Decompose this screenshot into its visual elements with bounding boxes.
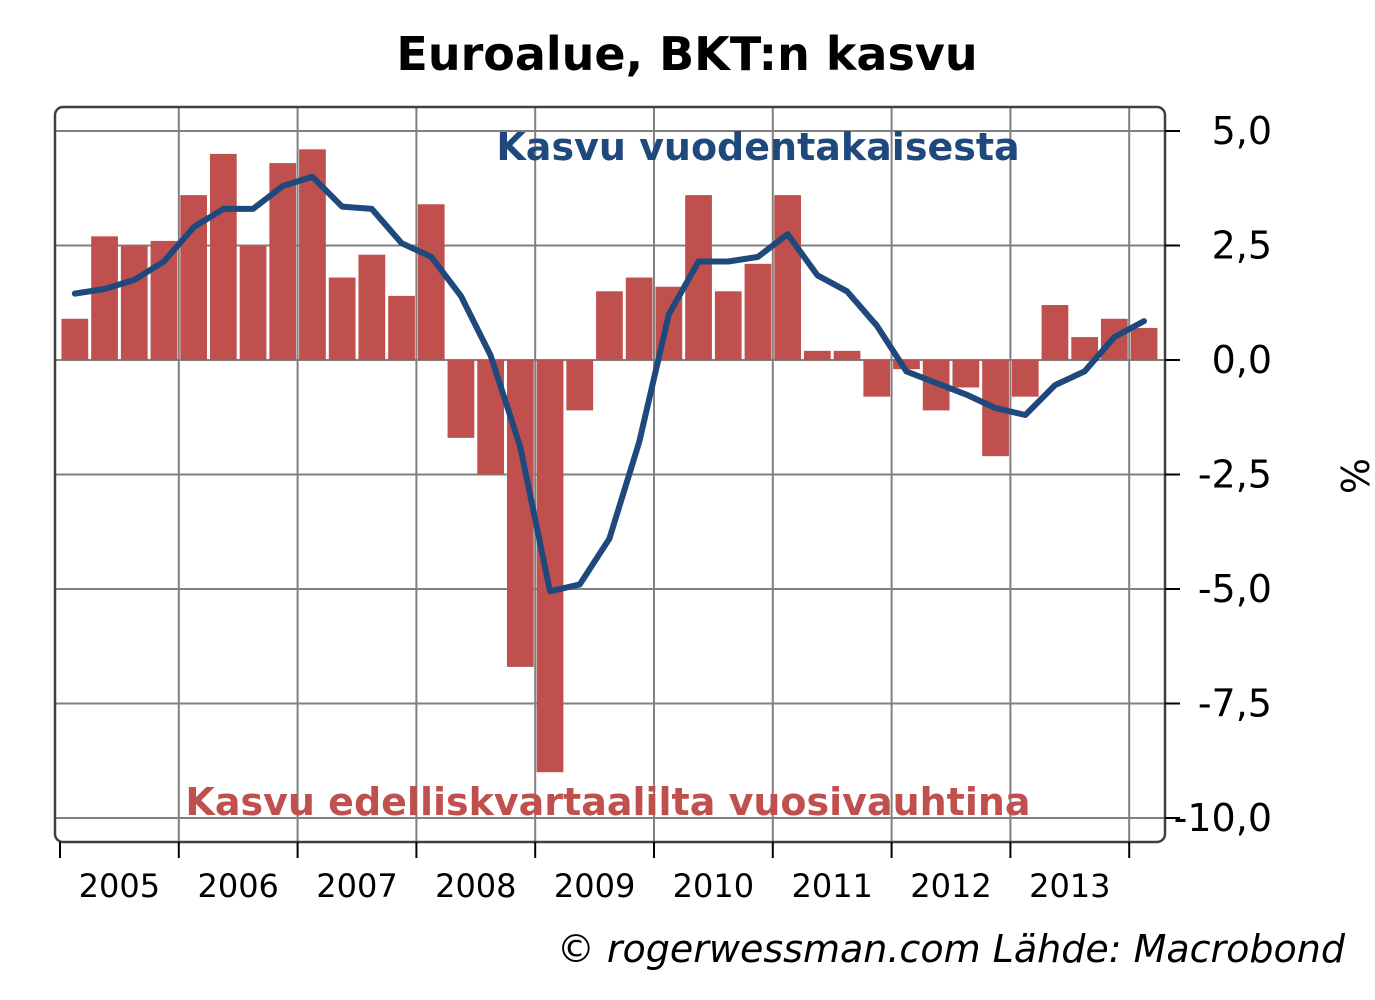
y-tick-label: 0,0 <box>1212 338 1272 382</box>
bar <box>506 360 534 667</box>
y-axis-label: % <box>1332 458 1375 494</box>
x-tick-label: 2011 <box>791 867 872 905</box>
bar <box>893 360 920 370</box>
y-tick-label: -2,5 <box>1198 453 1272 497</box>
line-series-path <box>71 173 1147 595</box>
bar <box>1130 327 1158 360</box>
bar <box>774 195 802 360</box>
source-credit: © rogerwessman.com Lähde: Macrobond <box>557 927 1346 971</box>
bar <box>120 245 148 360</box>
x-tick-label: 2009 <box>554 867 635 905</box>
x-tick-label: 2008 <box>435 867 516 905</box>
bar <box>388 295 415 360</box>
chart-title: Euroalue, BKT:n kasvu <box>396 27 977 81</box>
bar <box>239 245 267 360</box>
x-tick-label: 2005 <box>79 867 160 905</box>
bar <box>536 360 564 773</box>
bar <box>714 291 742 360</box>
bar <box>91 236 118 360</box>
bar <box>1041 305 1069 360</box>
bar <box>61 318 89 360</box>
bar <box>596 291 623 360</box>
y-axis: 5,0 2,5 0,0 -2,5 -5,0 -7,5 -10,0 <box>1165 109 1272 840</box>
bar <box>417 204 445 360</box>
y-tick-label: 5,0 <box>1212 109 1272 153</box>
bar-series-label: Kasvu edelliskvartaalilta vuosivauhtina <box>185 780 1030 824</box>
y-tick-label: -10,0 <box>1174 796 1272 840</box>
line-series-label: Kasvu vuodentakaisesta <box>496 125 1019 169</box>
bar <box>744 263 772 360</box>
y-tick-label: 2,5 <box>1212 224 1272 268</box>
bar <box>358 254 386 360</box>
bar <box>209 153 237 360</box>
bar <box>328 277 356 360</box>
bar <box>447 360 475 438</box>
bar <box>833 350 861 360</box>
y-tick-label: -5,0 <box>1198 567 1272 611</box>
bar-series <box>61 149 1158 773</box>
bar <box>1071 337 1099 360</box>
bar <box>625 277 653 360</box>
bar <box>803 350 831 360</box>
bar <box>863 360 891 397</box>
x-tick-label: 2012 <box>910 867 991 905</box>
x-tick-label: 2006 <box>197 867 278 905</box>
bar <box>952 360 980 388</box>
x-tick-label: 2010 <box>673 867 754 905</box>
line-series <box>71 173 1147 595</box>
x-axis: 2005 2006 2007 2008 2009 2010 2011 2012 2013 <box>59 842 1131 905</box>
bar <box>1011 360 1039 397</box>
x-tick-label: 2013 <box>1029 867 1110 905</box>
x-tick-label: 2007 <box>316 867 397 905</box>
y-tick-label: -7,5 <box>1198 682 1272 726</box>
bar <box>566 360 594 411</box>
